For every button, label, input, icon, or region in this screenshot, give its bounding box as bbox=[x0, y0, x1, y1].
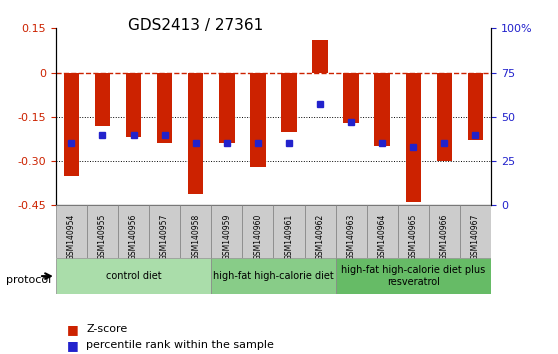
Bar bbox=[374, 73, 390, 146]
FancyBboxPatch shape bbox=[56, 205, 87, 258]
FancyBboxPatch shape bbox=[149, 205, 180, 258]
FancyBboxPatch shape bbox=[398, 205, 429, 258]
Text: GSM140954: GSM140954 bbox=[67, 213, 76, 260]
Bar bbox=[219, 73, 234, 143]
Text: GDS2413 / 27361: GDS2413 / 27361 bbox=[128, 18, 263, 33]
FancyBboxPatch shape bbox=[273, 205, 305, 258]
Text: GSM140966: GSM140966 bbox=[440, 213, 449, 260]
Bar bbox=[188, 73, 204, 194]
Text: GSM140955: GSM140955 bbox=[98, 213, 107, 260]
Bar bbox=[64, 73, 79, 176]
Text: GSM140959: GSM140959 bbox=[222, 213, 231, 260]
FancyBboxPatch shape bbox=[429, 205, 460, 258]
Text: GSM140965: GSM140965 bbox=[409, 213, 418, 260]
FancyBboxPatch shape bbox=[367, 205, 398, 258]
Text: GSM140964: GSM140964 bbox=[378, 213, 387, 260]
FancyBboxPatch shape bbox=[56, 258, 211, 294]
Text: GSM140961: GSM140961 bbox=[285, 213, 294, 259]
Text: high-fat high-calorie diet: high-fat high-calorie diet bbox=[213, 271, 334, 281]
Text: high-fat high-calorie diet plus
resveratrol: high-fat high-calorie diet plus resverat… bbox=[341, 265, 485, 287]
FancyBboxPatch shape bbox=[180, 205, 211, 258]
Text: GSM140967: GSM140967 bbox=[471, 213, 480, 260]
Bar bbox=[312, 40, 328, 73]
FancyBboxPatch shape bbox=[335, 258, 491, 294]
Bar bbox=[95, 73, 110, 126]
Text: GSM140960: GSM140960 bbox=[253, 213, 262, 260]
Bar bbox=[126, 73, 141, 137]
Text: GSM140956: GSM140956 bbox=[129, 213, 138, 260]
Text: protocol: protocol bbox=[6, 275, 51, 285]
Bar bbox=[343, 73, 359, 123]
FancyBboxPatch shape bbox=[211, 258, 335, 294]
Text: control diet: control diet bbox=[105, 271, 161, 281]
FancyBboxPatch shape bbox=[242, 205, 273, 258]
Bar bbox=[436, 73, 452, 161]
Bar bbox=[250, 73, 266, 167]
Text: Z-score: Z-score bbox=[86, 324, 128, 334]
FancyBboxPatch shape bbox=[87, 205, 118, 258]
FancyBboxPatch shape bbox=[211, 205, 242, 258]
Bar bbox=[406, 73, 421, 202]
Text: ■: ■ bbox=[67, 339, 79, 352]
FancyBboxPatch shape bbox=[305, 205, 335, 258]
FancyBboxPatch shape bbox=[460, 205, 491, 258]
FancyBboxPatch shape bbox=[335, 205, 367, 258]
Text: GSM140962: GSM140962 bbox=[316, 213, 325, 259]
Text: GSM140958: GSM140958 bbox=[191, 213, 200, 259]
Text: ■: ■ bbox=[67, 323, 79, 336]
Bar bbox=[157, 73, 172, 143]
Text: percentile rank within the sample: percentile rank within the sample bbox=[86, 340, 275, 350]
Text: GSM140957: GSM140957 bbox=[160, 213, 169, 260]
Text: GSM140963: GSM140963 bbox=[347, 213, 355, 260]
Bar bbox=[281, 73, 297, 132]
Bar bbox=[468, 73, 483, 141]
FancyBboxPatch shape bbox=[118, 205, 149, 258]
